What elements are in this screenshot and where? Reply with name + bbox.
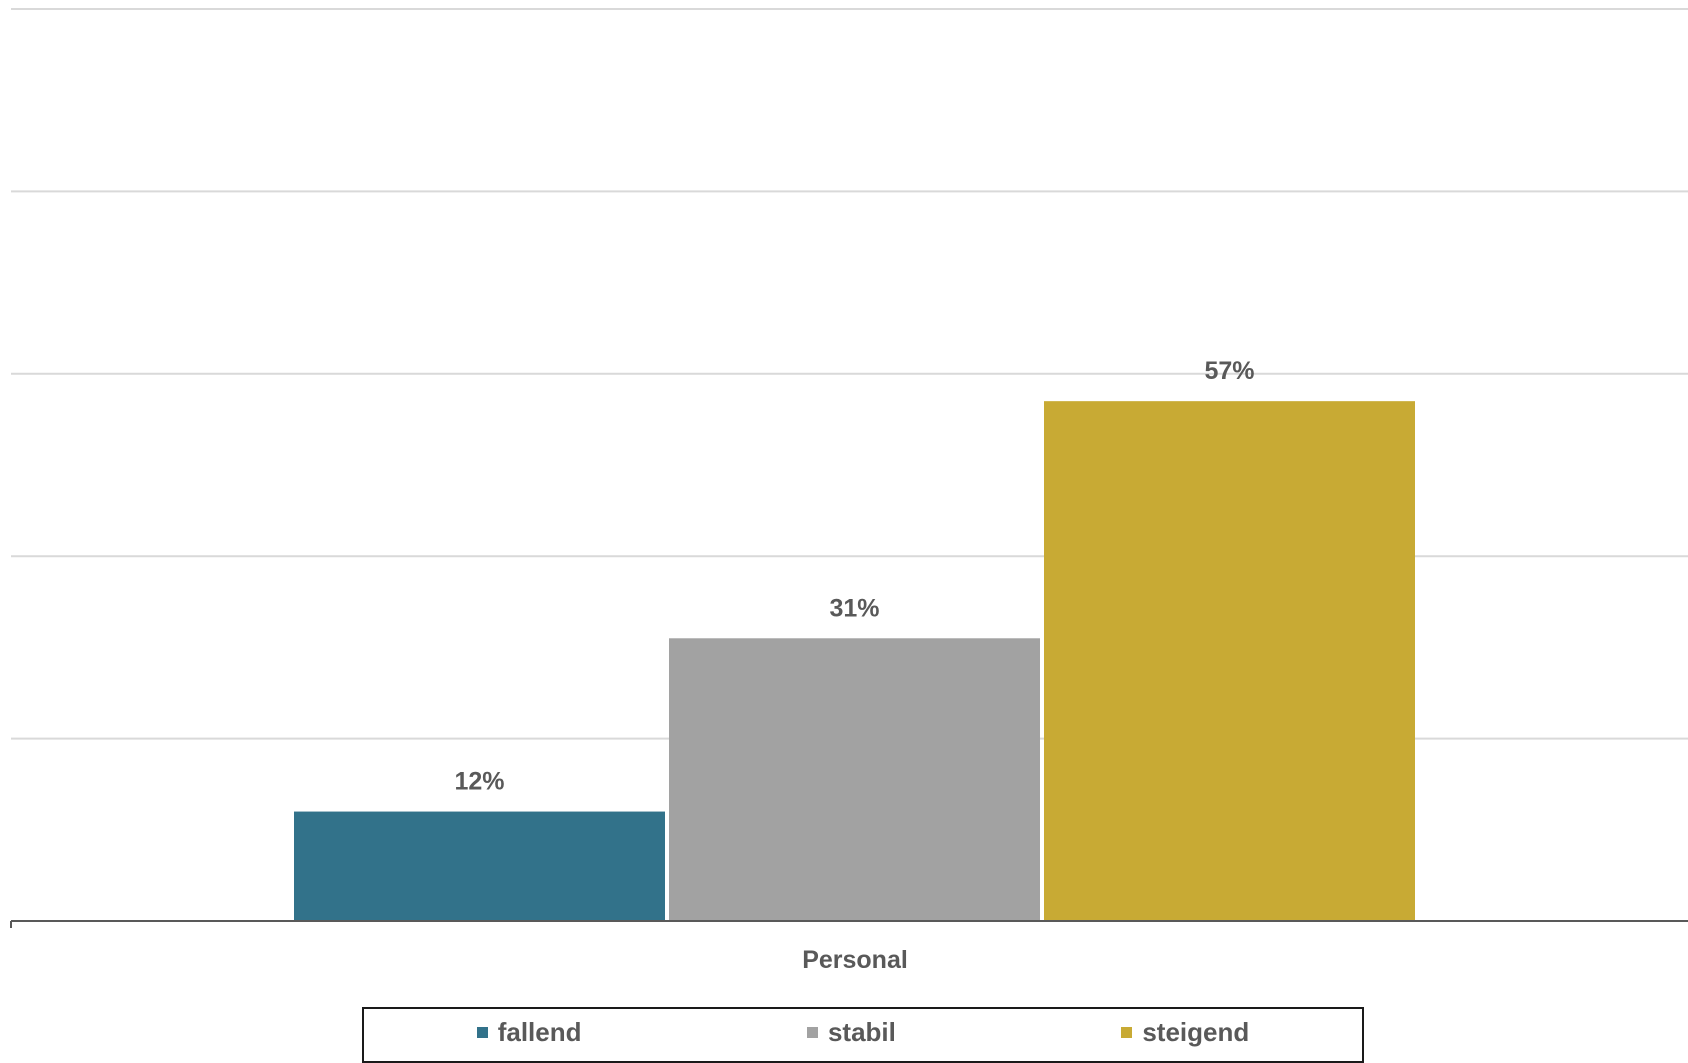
- legend-swatch-stabil: [806, 1026, 818, 1038]
- legend: fallend stabil steigend: [362, 1007, 1364, 1063]
- legend-swatch-fallend: [476, 1026, 488, 1038]
- data-label-fallend: 12%: [454, 768, 504, 796]
- legend-label-stabil: stabil: [827, 1017, 896, 1047]
- bar-stabil: [669, 638, 1040, 921]
- legend-label-fallend: fallend: [497, 1017, 582, 1047]
- legend-label-steigend: steigend: [1142, 1017, 1250, 1047]
- legend-swatch-steigend: [1121, 1026, 1133, 1038]
- bar-fallend: [294, 811, 665, 921]
- legend-item-stabil: stabil: [806, 1017, 896, 1047]
- data-label-steigend: 57%: [1204, 357, 1254, 385]
- legend-item-steigend: steigend: [1121, 1019, 1249, 1045]
- legend-item-fallend: fallend: [476, 1017, 582, 1047]
- data-label-stabil: 31%: [829, 594, 879, 622]
- x-tick-label-personal: Personal: [802, 946, 908, 974]
- bar-steigend: [1044, 401, 1415, 921]
